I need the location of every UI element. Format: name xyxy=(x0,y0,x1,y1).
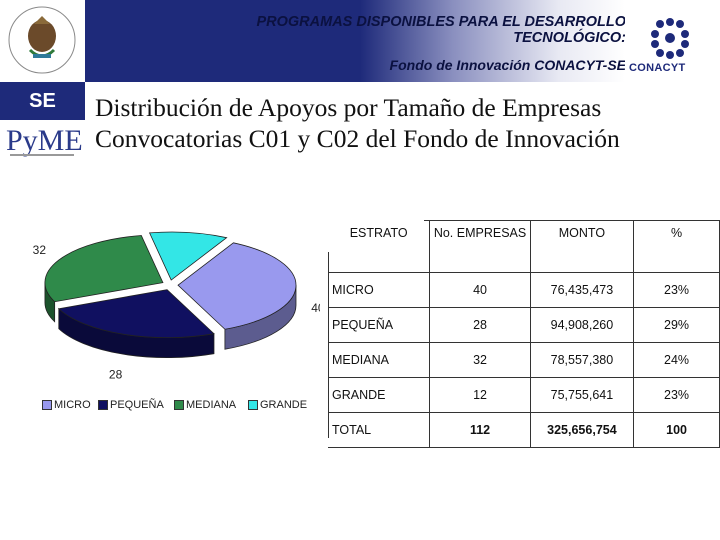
eagle-seal-icon xyxy=(8,6,76,74)
cell-estrato: MEDIANA xyxy=(328,342,431,378)
table-header-row: ESTRATO No. EMPRESAS MONTO % xyxy=(328,220,720,273)
cell-percent: 23% xyxy=(633,377,720,413)
conacyt-dots-icon xyxy=(651,18,689,59)
legend-swatch xyxy=(248,400,258,410)
cell-empresas: 28 xyxy=(429,307,531,343)
cell-empresas: 12 xyxy=(429,377,531,413)
pie-data-label: 32 xyxy=(33,243,47,257)
title-line-1: Distribución de Apoyos por Tamaño de Emp… xyxy=(95,93,602,122)
cell-estrato: TOTAL xyxy=(328,412,431,448)
data-table: ESTRATO No. EMPRESAS MONTO % MICRO 40 76… xyxy=(328,220,720,448)
table-row: GRANDE 12 75,755,641 23% xyxy=(328,377,720,413)
chart-legend: MICRO PEQUEÑA MEDIANA GRANDE xyxy=(42,399,312,415)
legend-swatch xyxy=(42,400,52,410)
se-logo: SE xyxy=(0,82,85,120)
conacyt-logo-text: CONACYT xyxy=(629,62,686,74)
logo-column: SE PyME xyxy=(0,0,85,175)
legend-item-micro: MICRO xyxy=(42,399,91,411)
header-percent: % xyxy=(633,220,720,273)
legend-item-pequena: PEQUEÑA xyxy=(98,399,164,411)
cell-estrato: GRANDE xyxy=(328,377,431,413)
table-row: MEDIANA 32 78,557,380 24% xyxy=(328,342,720,378)
pyme-logo: PyME xyxy=(4,120,84,160)
cell-monto: 94,908,260 xyxy=(530,307,635,343)
header-estrato: ESTRATO xyxy=(328,220,431,273)
pie-slice-mediana xyxy=(44,235,164,303)
legend-swatch xyxy=(98,400,108,410)
cell-monto: 325,656,754 xyxy=(530,412,635,448)
legend-label: MEDIANA xyxy=(186,399,237,411)
legend-swatch xyxy=(174,400,184,410)
cell-empresas: 40 xyxy=(429,272,531,308)
cell-percent: 23% xyxy=(633,272,720,308)
cell-estrato: MICRO xyxy=(328,272,431,308)
se-logo-text: SE xyxy=(29,89,56,112)
pie-slice-grande xyxy=(148,231,228,281)
pie-data-label: 40 xyxy=(311,301,320,315)
legend-label: MICRO xyxy=(54,399,91,411)
header-no-empresas: No. EMPRESAS xyxy=(429,220,531,273)
legend-item-grande: GRANDE xyxy=(248,399,307,411)
header-monto: MONTO xyxy=(530,220,635,273)
cell-percent: 29% xyxy=(633,307,720,343)
cell-estrato: PEQUEÑA xyxy=(328,307,431,343)
title-line-2: Convocatorias C01 y C02 del Fondo de Inn… xyxy=(95,124,620,153)
pie-slice-pequeña xyxy=(57,289,215,339)
cell-percent: 24% xyxy=(633,342,720,378)
cell-empresas: 32 xyxy=(429,342,531,378)
legend-label: PEQUEÑA xyxy=(110,399,164,411)
header-line-3: Fondo de Innovación CONACYT-SE xyxy=(389,57,626,73)
table-total-row: TOTAL 112 325,656,754 100 xyxy=(328,412,720,448)
pie-data-label: 12 xyxy=(186,215,200,218)
mexico-seal-logo xyxy=(0,0,85,82)
header-line-1: PROGRAMAS DISPONIBLES PARA EL DESARROLLO xyxy=(256,14,626,30)
pie-chart: 40 28 32 12 xyxy=(33,215,320,382)
header-line-2: TECNOLÓGICO: xyxy=(513,30,626,46)
cell-percent: 100 xyxy=(633,412,720,448)
cell-monto: 75,755,641 xyxy=(530,377,635,413)
cell-monto: 78,557,380 xyxy=(530,342,635,378)
page-title: Distribución de Apoyos por Tamaño de Emp… xyxy=(95,92,620,154)
legend-item-mediana: MEDIANA xyxy=(174,399,236,411)
table-row: MICRO 40 76,435,473 23% xyxy=(328,272,720,308)
pyme-logo-text: PyME xyxy=(6,124,83,157)
pie-data-label: 28 xyxy=(109,368,123,382)
cell-monto: 76,435,473 xyxy=(530,272,635,308)
pyme-logo-icon: PyME xyxy=(6,124,83,157)
pie-slice-micro xyxy=(177,242,297,330)
conacyt-logo xyxy=(625,0,720,82)
header-banner-gradient xyxy=(360,0,625,82)
table-row: PEQUEÑA 28 94,908,260 29% xyxy=(328,307,720,343)
cell-empresas: 112 xyxy=(429,412,531,448)
legend-label: GRANDE xyxy=(260,399,308,411)
